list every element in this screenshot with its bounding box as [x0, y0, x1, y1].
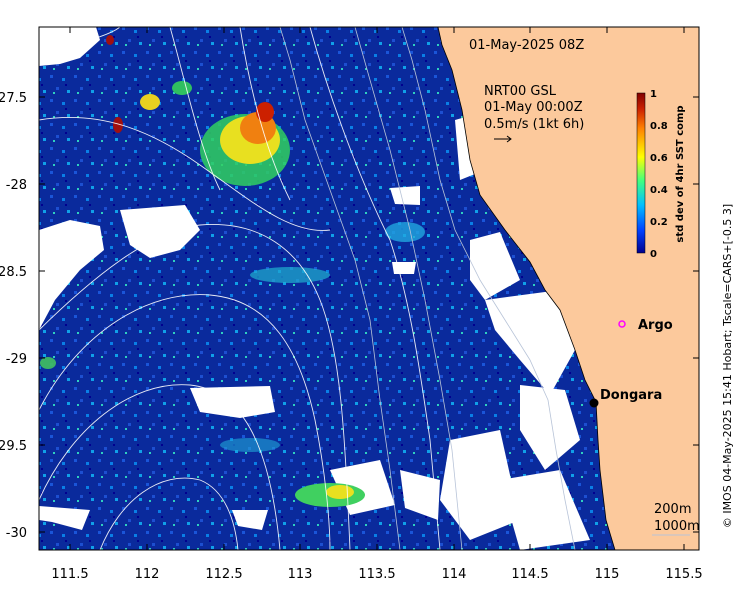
coastline: [437, 27, 616, 550]
colorbar-title: std dev of 4hr SST comp: [675, 105, 686, 242]
dongara-label: Dongara: [600, 388, 662, 403]
colorbar-tick: 0.6: [650, 153, 668, 164]
lat-tick-label: -29.5: [0, 439, 27, 454]
colorbar-tick: 0.2: [650, 217, 668, 228]
date-label: 01-May-2025 08Z: [469, 38, 584, 53]
plot-frame: [38, 26, 700, 551]
lon-tick-label: 112: [135, 567, 160, 582]
colorbar-tick: 0.4: [650, 185, 668, 196]
time-label: 01-May 00:00Z: [484, 100, 583, 115]
lat-tick-label: -28.5: [0, 265, 27, 280]
lat-tick-label: -28: [6, 178, 27, 193]
current-streamlines: [39, 27, 441, 550]
lon-tick-label: 114.5: [511, 567, 548, 582]
credit-line: © IMOS 04-May-2025 15:41 Hobart; Tscale=…: [721, 204, 734, 528]
colorbar-tick: 0.8: [650, 121, 668, 132]
missing-data-patches: [39, 27, 590, 550]
bathy-1000m-label: 1000m: [654, 519, 700, 534]
land-mass: [438, 27, 699, 550]
lat-tick-label: -27.5: [0, 91, 27, 106]
lat-tick-label: -30: [6, 526, 27, 541]
lon-tick-label: 115.5: [665, 567, 702, 582]
vector-scale-label: 0.5m/s (1kt 6h): [484, 117, 584, 132]
argo-label: Argo: [638, 318, 673, 333]
lon-tick-label: 111.5: [51, 567, 88, 582]
colorbar: 1 0.8 0.6 0.4 0.2 0 std dev of 4hr SST c…: [636, 89, 686, 260]
colorbar-tick: 1: [650, 89, 657, 100]
lon-axis: 111.5 112 112.5 113 113.5 114 114.5 115 …: [51, 27, 703, 582]
lat-tick-label: -29: [6, 352, 27, 367]
lon-tick-label: 115: [595, 567, 620, 582]
product-label: NRT00 GSL: [484, 84, 557, 99]
lat-axis: -27.5 -28 -28.5 -29 -29.5 -30: [0, 91, 699, 541]
lon-tick-label: 112.5: [205, 567, 242, 582]
bathymetry-contours: [279, 27, 576, 550]
plot-area: [39, 27, 699, 550]
lon-tick-label: 113: [288, 567, 313, 582]
vector-scale-arrow-icon: [494, 135, 512, 143]
lon-tick-label: 114: [442, 567, 467, 582]
argo-float-marker-icon: [618, 320, 626, 328]
colorbar-tick: 0: [650, 249, 657, 260]
dongara-town-marker-icon: [589, 398, 599, 408]
bathy-200m-label: 200m: [654, 502, 691, 517]
lon-tick-label: 113.5: [358, 567, 395, 582]
colorbar-gradient: [636, 92, 646, 254]
